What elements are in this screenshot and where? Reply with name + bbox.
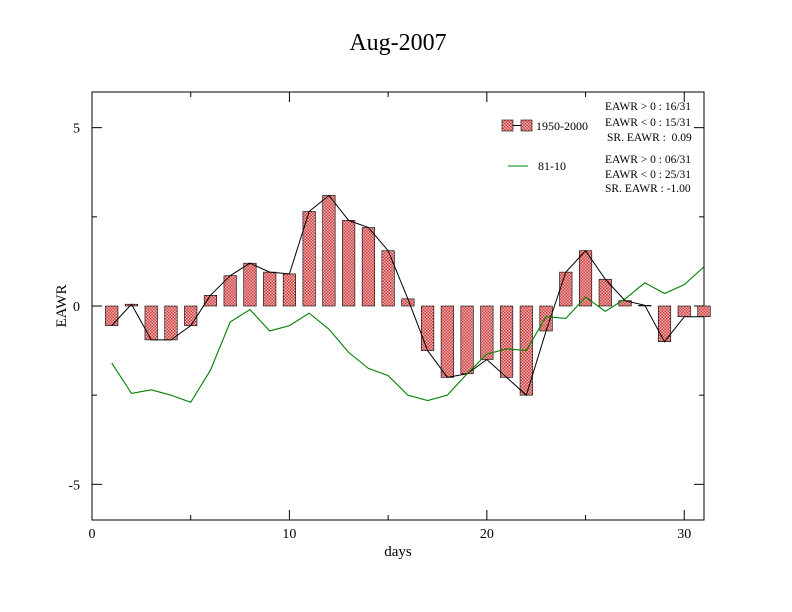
x-tick-label: 0	[89, 527, 96, 542]
legend-swatch-bars-left	[501, 119, 514, 132]
bar-day-5	[184, 305, 198, 326]
x-axis-label: days	[384, 544, 412, 560]
series-81-10-line	[111, 266, 705, 403]
stat-bars-sr: SR. EAWR : 0.09	[607, 132, 692, 144]
stat-line-sr: SR. EAWR : -1.00	[605, 183, 691, 195]
y-tick-label: -5	[68, 478, 80, 493]
x-tick-label: 20	[480, 527, 494, 542]
bar-day-19	[460, 305, 474, 375]
bar-day-18	[440, 305, 454, 378]
stat-bars-positive: EAWR > 0 : 16/31	[605, 101, 691, 113]
bar-series-line	[111, 194, 704, 397]
stat-bars-negative: EAWR < 0 : 15/31	[605, 117, 691, 129]
bar-day-20	[480, 305, 494, 360]
y-tick-label: 5	[73, 122, 80, 137]
bar-day-15	[381, 250, 395, 307]
bar-day-12	[322, 195, 336, 307]
tick-labels: 0 10 20 30 -5 0 5	[68, 122, 691, 542]
legend-swatch-bars-right	[520, 119, 533, 132]
bar-day-8	[243, 262, 257, 307]
bar-day-1	[105, 305, 119, 326]
bar-day-10	[282, 273, 296, 307]
x-tick-label: 10	[282, 527, 296, 542]
bar-day-21	[500, 305, 514, 378]
legend-label-line: 81-10	[538, 159, 566, 173]
bar-day-17	[421, 305, 435, 351]
line-series	[111, 194, 705, 403]
y-tick-label: 0	[73, 300, 80, 315]
bar-day-13	[342, 220, 356, 307]
bar-day-9	[263, 271, 277, 307]
chart-title: Aug-2007	[349, 30, 446, 56]
bar-day-31	[697, 305, 711, 317]
bar-day-4	[164, 305, 178, 341]
stat-line-positive: EAWR > 0 : 06/31	[605, 154, 691, 166]
x-tick-label: 30	[677, 527, 691, 542]
legend-label-bars: 1950-2000	[536, 119, 588, 133]
legend: 1950-2000 81-10 EAWR > 0 : 16/31 EAWR < …	[501, 101, 692, 195]
y-axis-label: EAWR	[54, 285, 70, 328]
stat-line-negative: EAWR < 0 : 25/31	[605, 169, 691, 181]
bar-day-3	[144, 305, 158, 341]
bar-day-6	[203, 294, 218, 307]
bar-day-30	[677, 305, 691, 317]
bar-day-24	[559, 271, 573, 307]
axis-ticks	[91, 92, 704, 520]
bar-day-14	[361, 227, 375, 307]
bar-series	[105, 195, 711, 396]
